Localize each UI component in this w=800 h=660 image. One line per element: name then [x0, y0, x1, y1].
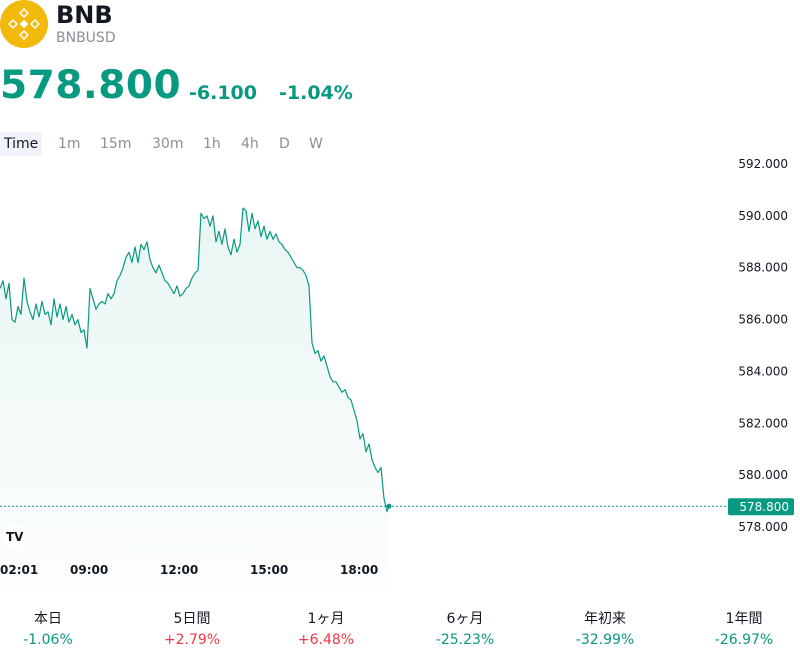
- price-change: -6.100: [189, 82, 257, 104]
- x-axis-tick-label: 12:00: [160, 563, 198, 577]
- perf-label: 年初来: [584, 611, 626, 627]
- price-chart[interactable]: 578.000 580.000 582.000 584.000 586.000 588.0…: [0, 158, 800, 590]
- price-line: [0, 207, 390, 512]
- y-axis-tick-label: 592.000: [738, 158, 788, 171]
- x-axis-tick-label: 09:00: [70, 563, 108, 577]
- perf-item-1m[interactable]: 1ヶ月 +6.48%: [271, 608, 381, 650]
- performance-row: 本日 -1.06% 5日間 +2.79% 1ヶ月 +6.48% 6ヶ月 -25.…: [0, 608, 800, 652]
- perf-item-6m[interactable]: 6ヶ月 -25.23%: [410, 608, 520, 650]
- perf-value: +2.79%: [163, 632, 221, 648]
- y-axis-tick-label: 586.000: [738, 313, 788, 327]
- tab-1m[interactable]: 1m: [58, 136, 81, 152]
- svg-text:TV: TV: [6, 530, 24, 544]
- y-axis-tick-label: 590.000: [738, 209, 788, 223]
- symbol-header: BNB BNBUSD: [0, 0, 800, 60]
- perf-item-ytd[interactable]: 年初来 -32.99%: [550, 608, 660, 650]
- perf-item-today[interactable]: 本日 -1.06%: [0, 608, 103, 650]
- perf-value: +6.48%: [297, 632, 355, 648]
- tab-15m[interactable]: 15m: [100, 136, 132, 152]
- tab-1h[interactable]: 1h: [203, 136, 221, 152]
- tab-30m[interactable]: 30m: [152, 136, 184, 152]
- perf-label: 1年間: [725, 611, 763, 627]
- bnb-logo-icon: [0, 0, 48, 48]
- symbol-name: BNB: [56, 1, 113, 29]
- perf-label: 本日: [34, 611, 62, 627]
- x-axis-tick-label: 18:00: [340, 563, 378, 577]
- x-axis-tick-label: 02:01: [0, 563, 38, 577]
- perf-label: 5日間: [173, 611, 211, 627]
- perf-label: 6ヶ月: [446, 611, 484, 627]
- perf-value: -26.97%: [714, 632, 774, 648]
- y-axis-tick-label: 578.000: [738, 520, 788, 534]
- perf-item-5d[interactable]: 5日間 +2.79%: [137, 608, 247, 650]
- tradingview-logo-icon[interactable]: TV: [2, 524, 26, 548]
- y-axis-tick-label: 588.000: [738, 261, 788, 275]
- ticker-label: BNBUSD: [56, 30, 116, 46]
- last-price: 578.800: [0, 63, 182, 108]
- tab-4h[interactable]: 4h: [241, 136, 259, 152]
- perf-value: -25.23%: [435, 632, 495, 648]
- tab-w[interactable]: W: [309, 136, 323, 152]
- perf-value: -1.06%: [23, 632, 73, 648]
- last-price-badge: [728, 498, 794, 516]
- price-change-percent: -1.04%: [279, 82, 353, 104]
- tab-time[interactable]: Time: [0, 132, 43, 156]
- perf-item-1y[interactable]: 1年間 -26.97%: [689, 608, 799, 650]
- perf-value: -32.99%: [575, 632, 635, 648]
- tab-d[interactable]: D: [279, 136, 290, 152]
- last-price-marker: [386, 503, 392, 509]
- last-price-badge-label: 578.800: [739, 500, 789, 514]
- y-axis-tick-label: 580.000: [738, 468, 788, 482]
- area-fill: [0, 208, 389, 590]
- perf-label: 1ヶ月: [307, 611, 345, 627]
- y-axis-tick-label: 584.000: [738, 364, 788, 378]
- x-axis-tick-label: 15:00: [250, 563, 288, 577]
- y-axis-tick-label: 582.000: [738, 416, 788, 430]
